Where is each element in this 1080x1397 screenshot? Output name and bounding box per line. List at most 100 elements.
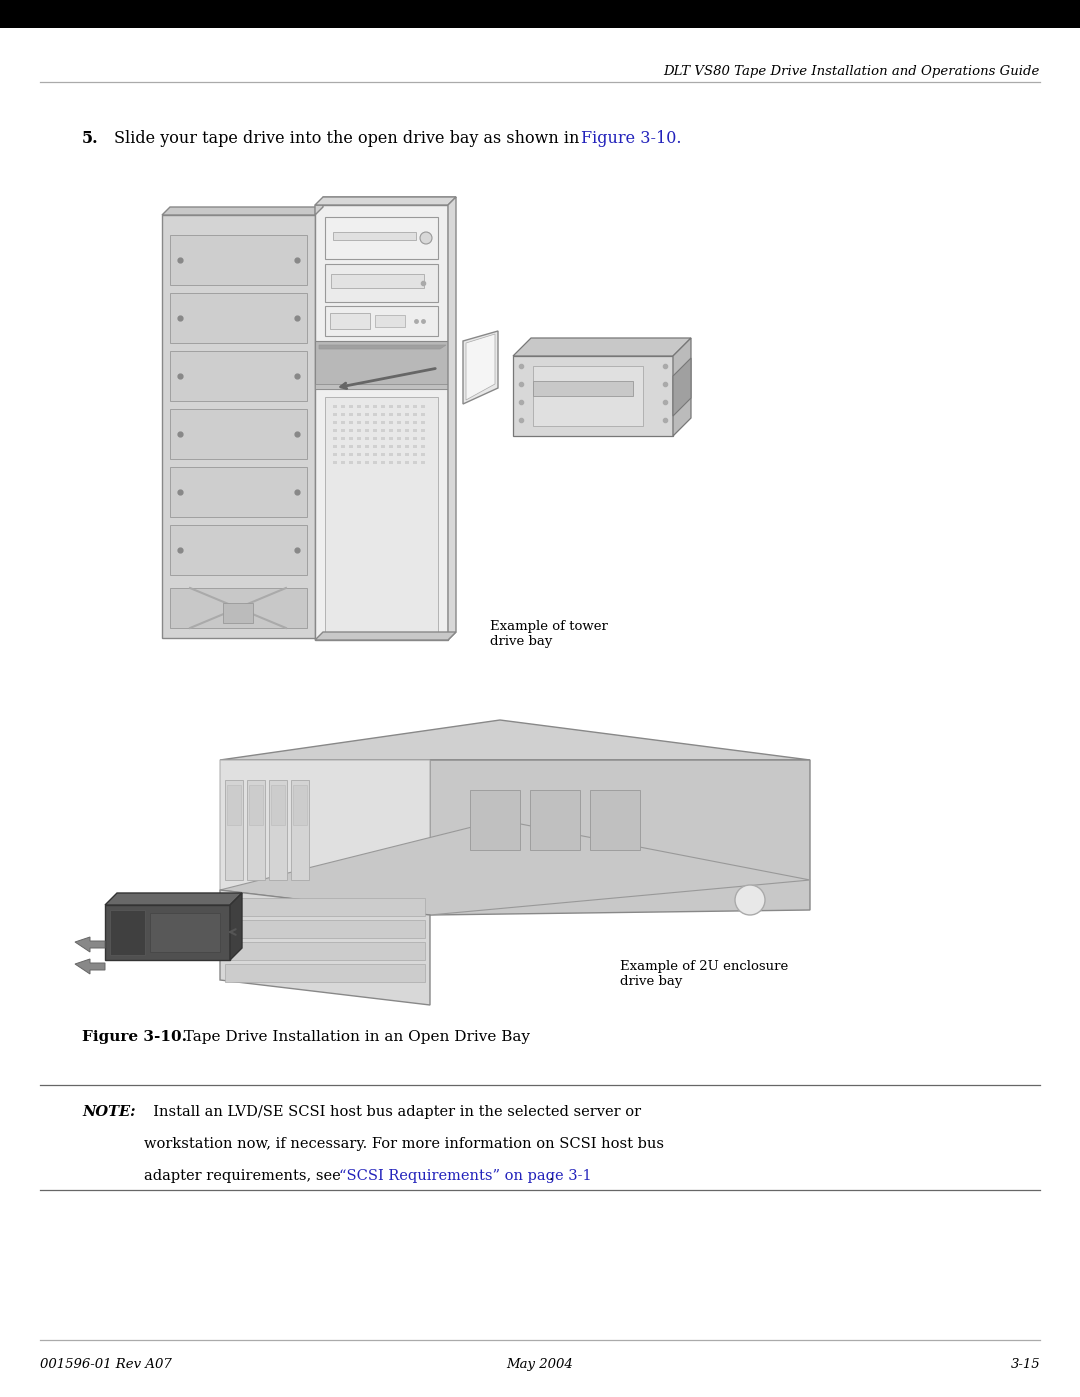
Bar — [325, 306, 438, 337]
Bar — [397, 405, 401, 408]
Bar — [170, 293, 307, 344]
Bar — [397, 437, 401, 440]
Bar — [357, 414, 361, 416]
Bar — [405, 446, 409, 448]
Polygon shape — [220, 820, 810, 915]
Bar — [333, 461, 337, 464]
Bar — [333, 453, 337, 455]
Bar — [397, 420, 401, 425]
Bar — [325, 397, 438, 631]
Bar — [249, 785, 264, 826]
Bar — [349, 429, 353, 432]
Bar — [341, 429, 345, 432]
Bar — [381, 461, 384, 464]
Bar — [357, 446, 361, 448]
Polygon shape — [220, 890, 430, 1004]
Polygon shape — [315, 197, 456, 205]
Bar — [389, 461, 393, 464]
Bar — [405, 461, 409, 464]
Bar — [381, 420, 384, 425]
Bar — [349, 437, 353, 440]
Text: “SCSI Requirements” on page 3-1: “SCSI Requirements” on page 3-1 — [339, 1169, 592, 1183]
Bar — [357, 405, 361, 408]
Bar — [225, 964, 426, 982]
Polygon shape — [315, 197, 456, 215]
Bar — [150, 914, 220, 951]
Bar — [373, 446, 377, 448]
Polygon shape — [319, 345, 446, 349]
Bar — [170, 467, 307, 517]
Bar — [357, 429, 361, 432]
Bar — [389, 420, 393, 425]
Bar — [341, 461, 345, 464]
Bar — [413, 453, 417, 455]
Bar — [333, 414, 337, 416]
Bar — [271, 785, 285, 826]
Polygon shape — [530, 789, 580, 849]
Bar — [325, 264, 438, 302]
Bar — [170, 409, 307, 460]
Bar — [413, 437, 417, 440]
Bar — [225, 780, 243, 880]
Bar — [365, 453, 369, 455]
Bar — [421, 420, 426, 425]
Bar — [373, 429, 377, 432]
Bar — [381, 414, 384, 416]
Text: workstation now, if necessary. For more information on SCSI host bus: workstation now, if necessary. For more … — [144, 1137, 664, 1151]
Bar — [381, 453, 384, 455]
Bar — [349, 420, 353, 425]
Polygon shape — [105, 893, 242, 905]
Bar — [341, 437, 345, 440]
Bar — [397, 446, 401, 448]
Bar — [421, 461, 426, 464]
Polygon shape — [673, 338, 691, 436]
Bar — [413, 414, 417, 416]
Bar — [534, 381, 633, 395]
Text: 3-15: 3-15 — [1011, 1358, 1040, 1370]
Bar — [349, 414, 353, 416]
Bar — [333, 429, 337, 432]
Bar — [330, 313, 370, 330]
Bar — [365, 429, 369, 432]
Polygon shape — [463, 331, 498, 404]
Bar — [349, 453, 353, 455]
Bar — [397, 461, 401, 464]
Bar — [333, 232, 416, 240]
Bar — [405, 453, 409, 455]
Bar — [373, 405, 377, 408]
Bar — [341, 446, 345, 448]
Bar — [381, 446, 384, 448]
Bar — [421, 414, 426, 416]
Text: adapter requirements, see: adapter requirements, see — [144, 1169, 346, 1183]
Polygon shape — [105, 905, 230, 960]
Bar — [389, 429, 393, 432]
Polygon shape — [230, 893, 242, 960]
Bar — [413, 429, 417, 432]
Bar — [413, 446, 417, 448]
Bar — [330, 274, 424, 288]
Bar — [333, 420, 337, 425]
Polygon shape — [430, 760, 810, 915]
Bar — [365, 461, 369, 464]
Bar — [357, 461, 361, 464]
Bar — [341, 414, 345, 416]
Polygon shape — [465, 334, 495, 400]
Circle shape — [735, 886, 765, 915]
Bar — [365, 420, 369, 425]
Bar — [0, 0, 1080, 28]
Polygon shape — [315, 341, 448, 388]
Bar — [325, 217, 438, 258]
Bar — [413, 405, 417, 408]
Bar — [349, 446, 353, 448]
Bar — [170, 525, 307, 576]
Bar — [397, 453, 401, 455]
Polygon shape — [315, 384, 448, 388]
Bar — [381, 405, 384, 408]
Bar — [405, 437, 409, 440]
Bar — [373, 437, 377, 440]
Bar — [413, 420, 417, 425]
Polygon shape — [673, 358, 691, 416]
Bar — [341, 453, 345, 455]
Polygon shape — [513, 356, 673, 436]
Bar — [421, 429, 426, 432]
